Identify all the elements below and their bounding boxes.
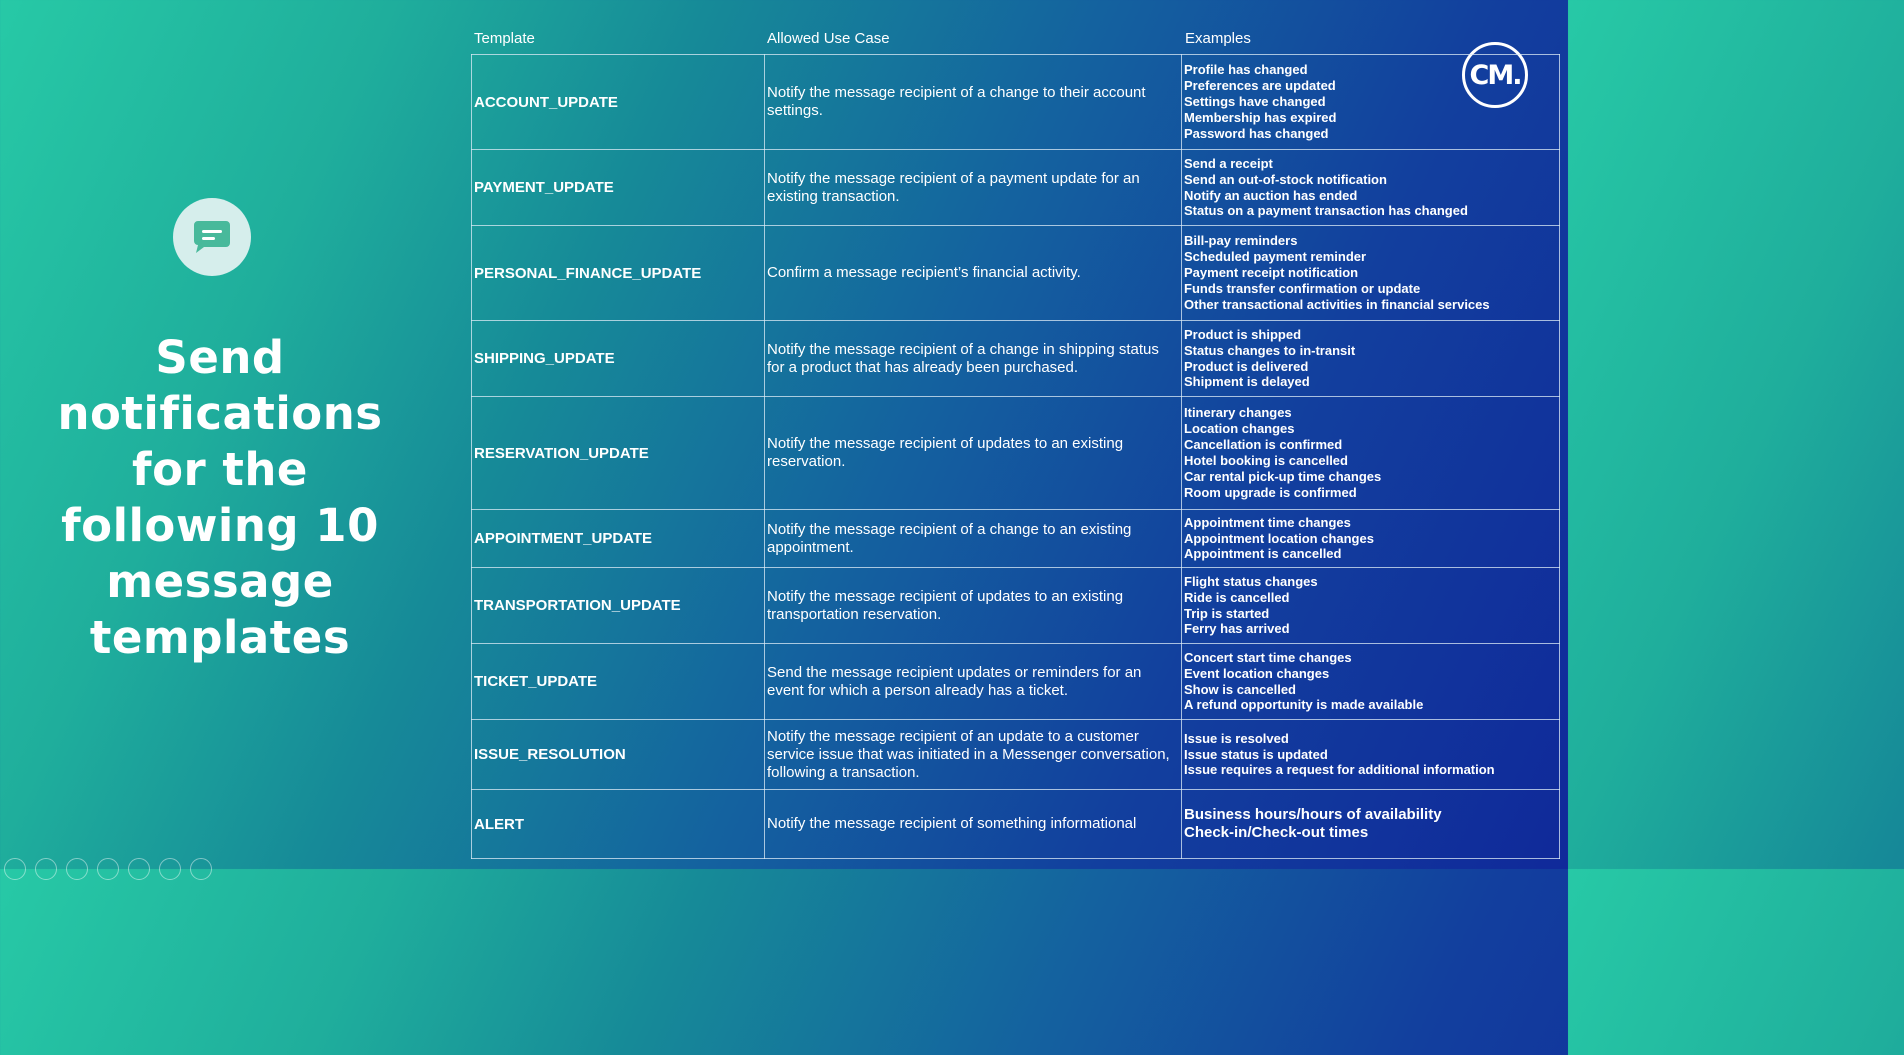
template-name-cell: APPOINTMENT_UPDATE — [471, 509, 765, 568]
template-name-cell: SHIPPING_UPDATE — [471, 320, 765, 397]
example-item: Status changes to in-transit — [1184, 342, 1356, 358]
allowed-use-case-cell: Notify the message recipient of updates … — [764, 567, 1182, 644]
example-item: Other transactional activities in financ… — [1184, 296, 1490, 312]
table-row: TICKET_UPDATE Send the message recipient … — [471, 643, 1560, 720]
example-item: Product is shipped — [1184, 326, 1302, 342]
examples-cell: Send a receipt Send an out-of-stock notif… — [1181, 149, 1560, 226]
example-item: Bill-pay reminders — [1184, 233, 1298, 249]
more-options-icon[interactable] — [190, 858, 212, 880]
example-item: Send a receipt — [1184, 155, 1273, 171]
template-name-cell: RESERVATION_UPDATE — [471, 396, 765, 510]
example-item: A refund opportunity is made available — [1184, 697, 1424, 713]
slide-toolbar — [4, 858, 212, 880]
zoom-icon[interactable] — [128, 858, 150, 880]
template-name-cell: ISSUE_RESOLUTION — [471, 719, 765, 790]
examples-cell: Itinerary changes Location changes Cancell… — [1181, 396, 1560, 510]
examples-cell: Concert start time changes Event location… — [1181, 643, 1560, 720]
example-item: Hotel booking is cancelled — [1184, 453, 1348, 468]
example-item: Issue requires a request for additional … — [1184, 762, 1495, 778]
examples-cell: Flight status changes Ride is cancelled Tr… — [1181, 567, 1560, 644]
examples-cell: Product is shipped Status changes to in-t… — [1181, 320, 1560, 397]
example-item: Event location changes — [1184, 665, 1330, 681]
table-row: PAYMENT_UPDATE Notify the message recipie… — [471, 149, 1560, 226]
example-item: Product is delivered — [1184, 358, 1309, 374]
table-row: ALERT Notify the message recipient of som… — [471, 789, 1560, 859]
example-item: Flight status changes — [1184, 573, 1318, 589]
allowed-use-case-cell: Notify the message recipient of an updat… — [764, 719, 1182, 790]
header-examples: Examples — [1185, 30, 1251, 47]
example-item: Cancellation is confirmed — [1184, 437, 1343, 453]
example-item: Membership has expired — [1184, 109, 1337, 125]
next-slide-icon[interactable] — [35, 858, 57, 880]
template-name-cell: PERSONAL_FINANCE_UPDATE — [471, 225, 765, 321]
template-name-cell: TICKET_UPDATE — [471, 643, 765, 720]
example-item: Payment receipt notification — [1184, 265, 1359, 281]
template-name-cell: ACCOUNT_UPDATE — [471, 54, 765, 150]
example-item: Preferences are updated — [1184, 78, 1336, 94]
template-name-cell: PAYMENT_UPDATE — [471, 149, 765, 226]
table-row: SHIPPING_UPDATE Notify the message recipi… — [471, 320, 1560, 397]
table-column-headers: Template Allowed Use Case Examples — [472, 30, 1560, 52]
example-item: Location changes — [1184, 421, 1295, 437]
example-item: Password has changed — [1184, 125, 1329, 141]
header-template: Template — [474, 30, 535, 47]
example-item: Status on a payment transaction has chan… — [1184, 203, 1468, 219]
example-item: Ride is cancelled — [1184, 589, 1290, 605]
example-item: Settings have changed — [1184, 94, 1326, 110]
allowed-use-case-cell: Notify the message recipient of a change… — [764, 320, 1182, 397]
example-item: Business hours/hours of availability — [1184, 806, 1442, 823]
example-item: Concert start time changes — [1184, 649, 1352, 665]
table-row: ISSUE_RESOLUTION Notify the message recip… — [471, 719, 1560, 790]
allowed-use-case-cell: Notify the message recipient of a paymen… — [764, 149, 1182, 226]
grid-view-icon[interactable] — [97, 858, 119, 880]
examples-cell: Profile has changed Preferences are updat… — [1181, 54, 1560, 150]
example-item: Issue status is updated — [1184, 746, 1328, 762]
template-name-cell: TRANSPORTATION_UPDATE — [471, 567, 765, 644]
template-name-cell: ALERT — [471, 789, 765, 859]
allowed-use-case-cell: Notify the message recipient of somethin… — [764, 789, 1182, 859]
example-item: Send an out-of-stock notification — [1184, 171, 1387, 187]
allowed-use-case-cell: Confirm a message recipient’s financial … — [764, 225, 1182, 321]
example-item: Room upgrade is confirmed — [1184, 484, 1357, 500]
page-headline: Send notifications for the following 10 … — [57, 331, 383, 664]
example-item: Funds transfer confirmation or update — [1184, 280, 1421, 296]
allowed-use-case-cell: Notify the message recipient of a change… — [764, 509, 1182, 568]
chat-bubble-badge — [173, 198, 251, 276]
example-item: Itinerary changes — [1184, 405, 1292, 421]
example-item: Car rental pick-up time changes — [1184, 468, 1382, 484]
example-item: Trip is started — [1184, 605, 1270, 621]
example-item: Ferry has arrived — [1184, 621, 1290, 637]
allowed-use-case-cell: Notify the message recipient of a change… — [764, 54, 1182, 150]
subtitles-icon[interactable] — [159, 858, 181, 880]
examples-cell: Appointment time changes Appointment loca… — [1181, 509, 1560, 568]
example-item: Notify an auction has ended — [1184, 187, 1358, 203]
example-item: Check-in/Check-out times — [1184, 824, 1369, 841]
example-item: Issue is resolved — [1184, 730, 1289, 746]
table-row: PERSONAL_FINANCE_UPDATE Confirm a message… — [471, 225, 1560, 321]
message-templates-table: ACCOUNT_UPDATE Notify the message recipie… — [471, 54, 1560, 859]
table-row: APPOINTMENT_UPDATE Notify the message rec… — [471, 509, 1560, 568]
example-item: Profile has changed — [1184, 62, 1308, 78]
allowed-use-case-cell: Notify the message recipient of updates … — [764, 396, 1182, 510]
example-item: Scheduled payment reminder — [1184, 249, 1367, 265]
allowed-use-case-cell: Send the message recipient updates or re… — [764, 643, 1182, 720]
chat-bubble-icon — [194, 221, 230, 253]
previous-slide-icon[interactable] — [4, 858, 26, 880]
table-row: TRANSPORTATION_UPDATE Notify the message … — [471, 567, 1560, 644]
examples-cell: Bill-pay reminders Scheduled payment remi… — [1181, 225, 1560, 321]
table-row: RESERVATION_UPDATE Notify the message rec… — [471, 396, 1560, 510]
example-item: Shipment is delayed — [1184, 374, 1310, 390]
table-row: ACCOUNT_UPDATE Notify the message recipie… — [471, 54, 1560, 150]
examples-cell: Business hours/hours of availability Chec… — [1181, 789, 1560, 859]
header-allowed-use-case: Allowed Use Case — [767, 30, 890, 47]
pen-icon[interactable] — [66, 858, 88, 880]
example-item: Appointment is cancelled — [1184, 546, 1342, 562]
example-item: Appointment time changes — [1184, 514, 1351, 530]
examples-cell: Issue is resolved Issue status is updated… — [1181, 719, 1560, 790]
example-item: Appointment location changes — [1184, 530, 1374, 546]
example-item: Show is cancelled — [1184, 681, 1296, 697]
